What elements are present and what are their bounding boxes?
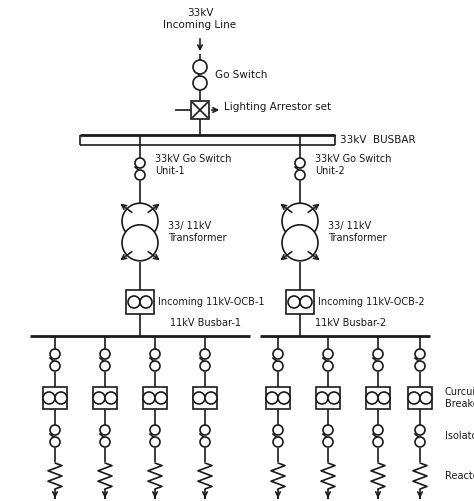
Circle shape — [273, 361, 283, 371]
Bar — [93, 387, 117, 409]
Text: Isolator: Isolator — [445, 431, 474, 441]
Circle shape — [150, 425, 160, 435]
Circle shape — [373, 425, 383, 435]
Circle shape — [150, 361, 160, 371]
Circle shape — [193, 60, 207, 74]
Bar — [193, 387, 217, 409]
Circle shape — [282, 203, 318, 239]
Circle shape — [100, 361, 110, 371]
Bar — [126, 290, 154, 314]
Circle shape — [273, 349, 283, 359]
Bar — [316, 387, 340, 409]
Bar — [191, 101, 209, 119]
Text: Incoming 11kV-OCB-2: Incoming 11kV-OCB-2 — [318, 297, 425, 307]
Circle shape — [373, 361, 383, 371]
Circle shape — [100, 349, 110, 359]
Text: Incoming 11kV-OCB-1: Incoming 11kV-OCB-1 — [158, 297, 264, 307]
Circle shape — [50, 437, 60, 447]
Circle shape — [93, 392, 105, 404]
Circle shape — [295, 158, 305, 168]
Circle shape — [366, 392, 378, 404]
Circle shape — [105, 392, 117, 404]
Circle shape — [50, 361, 60, 371]
Circle shape — [373, 437, 383, 447]
Circle shape — [155, 392, 167, 404]
Circle shape — [328, 392, 340, 404]
Circle shape — [43, 392, 55, 404]
Text: 33/ 11kV
Transformer: 33/ 11kV Transformer — [168, 221, 227, 243]
Circle shape — [278, 392, 290, 404]
Text: Reactor: Reactor — [445, 471, 474, 481]
Circle shape — [323, 361, 333, 371]
Circle shape — [193, 392, 205, 404]
Circle shape — [415, 361, 425, 371]
Text: Curcuit
Breaker: Curcuit Breaker — [445, 387, 474, 409]
Circle shape — [200, 437, 210, 447]
Circle shape — [150, 437, 160, 447]
Circle shape — [200, 361, 210, 371]
Text: 33kV  BUSBAR: 33kV BUSBAR — [340, 135, 416, 145]
Circle shape — [282, 225, 318, 261]
Circle shape — [50, 425, 60, 435]
Text: 11kV Busbar-1: 11kV Busbar-1 — [170, 318, 241, 328]
Circle shape — [295, 170, 305, 180]
Circle shape — [200, 425, 210, 435]
Circle shape — [140, 296, 152, 308]
Text: 33kV Go Switch
Unit-1: 33kV Go Switch Unit-1 — [155, 154, 231, 176]
Circle shape — [100, 437, 110, 447]
Circle shape — [323, 437, 333, 447]
Circle shape — [415, 425, 425, 435]
Circle shape — [373, 349, 383, 359]
Circle shape — [50, 349, 60, 359]
Circle shape — [200, 349, 210, 359]
Bar — [408, 387, 432, 409]
Text: 33/ 11kV
Transformer: 33/ 11kV Transformer — [328, 221, 386, 243]
Text: 33kV
Incoming Line: 33kV Incoming Line — [164, 8, 237, 30]
Circle shape — [143, 392, 155, 404]
Bar — [143, 387, 167, 409]
Text: 11kV Busbar-2: 11kV Busbar-2 — [315, 318, 386, 328]
Circle shape — [273, 425, 283, 435]
Circle shape — [415, 437, 425, 447]
Circle shape — [300, 296, 312, 308]
Circle shape — [205, 392, 217, 404]
Circle shape — [316, 392, 328, 404]
Circle shape — [420, 392, 432, 404]
Bar — [366, 387, 390, 409]
Circle shape — [55, 392, 67, 404]
Circle shape — [100, 425, 110, 435]
Circle shape — [135, 158, 145, 168]
Bar — [266, 387, 290, 409]
Circle shape — [408, 392, 420, 404]
Circle shape — [128, 296, 140, 308]
Text: 33kV Go Switch
Unit-2: 33kV Go Switch Unit-2 — [315, 154, 392, 176]
Circle shape — [415, 349, 425, 359]
Bar — [286, 290, 314, 314]
Bar — [43, 387, 67, 409]
Circle shape — [323, 425, 333, 435]
Circle shape — [273, 437, 283, 447]
Text: Lighting Arrestor set: Lighting Arrestor set — [224, 102, 331, 112]
Circle shape — [150, 349, 160, 359]
Circle shape — [323, 349, 333, 359]
Circle shape — [266, 392, 278, 404]
Circle shape — [378, 392, 390, 404]
Circle shape — [193, 76, 207, 90]
Circle shape — [122, 203, 158, 239]
Circle shape — [288, 296, 300, 308]
Circle shape — [122, 225, 158, 261]
Text: Go Switch: Go Switch — [215, 70, 267, 80]
Circle shape — [135, 170, 145, 180]
